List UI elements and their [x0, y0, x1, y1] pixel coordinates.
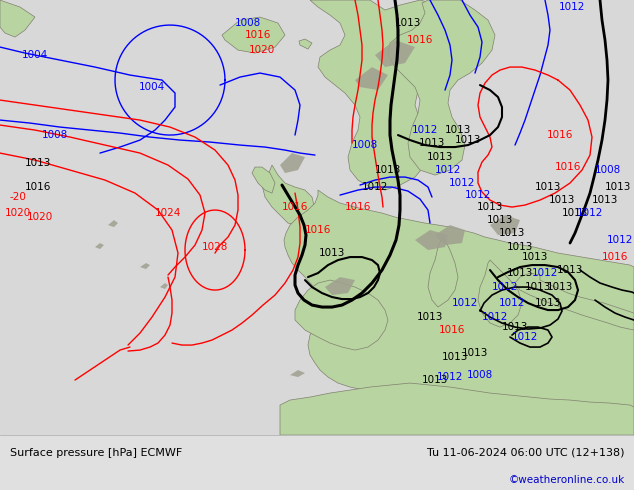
Polygon shape [252, 167, 275, 193]
Text: 1008: 1008 [235, 18, 261, 28]
Text: 1013: 1013 [535, 298, 561, 308]
Text: Tu 11-06-2024 06:00 UTC (12+138): Tu 11-06-2024 06:00 UTC (12+138) [427, 448, 624, 458]
Text: 1013: 1013 [562, 208, 588, 218]
Text: 1012: 1012 [362, 182, 388, 192]
Polygon shape [415, 230, 448, 250]
Text: 1013: 1013 [522, 252, 548, 262]
Polygon shape [435, 225, 465, 245]
Text: 1013: 1013 [502, 322, 528, 332]
Polygon shape [388, 0, 495, 175]
Text: 1012: 1012 [499, 298, 525, 308]
Text: 1016: 1016 [305, 225, 331, 235]
Text: 1013: 1013 [445, 125, 471, 135]
Text: 1012: 1012 [449, 178, 476, 188]
Polygon shape [299, 39, 312, 49]
Text: 1012: 1012 [607, 235, 633, 245]
Text: 1012: 1012 [437, 372, 463, 382]
Polygon shape [140, 263, 150, 269]
Text: 1012: 1012 [452, 298, 478, 308]
Text: -20: -20 [10, 192, 27, 202]
Text: 1004: 1004 [139, 82, 165, 92]
Text: 1016: 1016 [281, 202, 308, 212]
Text: 1008: 1008 [42, 130, 68, 140]
Text: 1016: 1016 [407, 35, 433, 45]
Text: 1008: 1008 [352, 140, 378, 150]
Polygon shape [280, 153, 305, 173]
Text: 1012: 1012 [512, 332, 538, 342]
Polygon shape [280, 383, 634, 435]
Text: 1013: 1013 [592, 195, 618, 205]
Text: 1013: 1013 [549, 195, 575, 205]
Text: 1012: 1012 [412, 125, 438, 135]
Polygon shape [295, 280, 388, 350]
Text: 1013: 1013 [455, 135, 481, 145]
Text: 1008: 1008 [467, 370, 493, 380]
Polygon shape [0, 0, 35, 37]
Text: 1012: 1012 [492, 282, 518, 292]
Text: 1013: 1013 [417, 312, 443, 322]
Text: 1013: 1013 [477, 202, 503, 212]
Text: 1012: 1012 [559, 2, 585, 12]
Polygon shape [108, 220, 118, 227]
Text: 1013: 1013 [547, 282, 573, 292]
Text: 1020: 1020 [27, 212, 53, 222]
Polygon shape [310, 0, 462, 190]
Text: 1016: 1016 [245, 30, 271, 40]
Polygon shape [284, 190, 634, 435]
Text: 1016: 1016 [602, 252, 628, 262]
Text: 1013: 1013 [605, 182, 631, 192]
Text: 1013: 1013 [442, 352, 468, 362]
Text: 1013: 1013 [557, 265, 583, 275]
Text: 1028: 1028 [202, 242, 228, 252]
Text: 1016: 1016 [25, 182, 51, 192]
Text: 1016: 1016 [555, 162, 581, 172]
Polygon shape [160, 283, 168, 289]
Text: 1008: 1008 [595, 165, 621, 175]
Text: 1013: 1013 [427, 152, 453, 162]
Text: 1012: 1012 [482, 312, 508, 322]
Text: 1012: 1012 [435, 165, 461, 175]
Text: 1013: 1013 [507, 268, 533, 278]
Text: 1013: 1013 [25, 158, 51, 168]
Polygon shape [355, 67, 388, 90]
Polygon shape [325, 277, 355, 295]
Text: 1020: 1020 [249, 45, 275, 55]
Text: 1013: 1013 [375, 165, 401, 175]
Text: ©weatheronline.co.uk: ©weatheronline.co.uk [508, 475, 624, 485]
Polygon shape [262, 165, 315, 225]
Text: 1013: 1013 [319, 248, 345, 258]
Polygon shape [478, 260, 522, 327]
Text: 1016: 1016 [345, 202, 371, 212]
Text: 1016: 1016 [439, 325, 465, 335]
Polygon shape [515, 273, 634, 330]
Text: 1020: 1020 [5, 208, 31, 218]
Text: 1004: 1004 [22, 50, 48, 60]
Text: 1013: 1013 [535, 182, 561, 192]
Text: 1013: 1013 [419, 138, 445, 148]
Text: 1013: 1013 [422, 375, 448, 385]
Polygon shape [375, 40, 415, 67]
Text: 1012: 1012 [532, 268, 558, 278]
Polygon shape [222, 17, 285, 53]
Polygon shape [428, 237, 458, 307]
Text: 1013: 1013 [487, 215, 513, 225]
Polygon shape [490, 215, 520, 235]
Text: 1013: 1013 [395, 18, 421, 28]
Text: 1016: 1016 [547, 130, 573, 140]
Text: 1013: 1013 [525, 282, 551, 292]
Text: 1012: 1012 [465, 190, 491, 200]
Polygon shape [95, 243, 104, 249]
Text: Surface pressure [hPa] ECMWF: Surface pressure [hPa] ECMWF [10, 448, 182, 458]
Text: 1012: 1012 [577, 208, 603, 218]
Polygon shape [290, 370, 305, 377]
Text: 1013: 1013 [462, 348, 488, 358]
Text: 1024: 1024 [155, 208, 181, 218]
Text: 1013: 1013 [507, 242, 533, 252]
Text: 1013: 1013 [499, 228, 525, 238]
